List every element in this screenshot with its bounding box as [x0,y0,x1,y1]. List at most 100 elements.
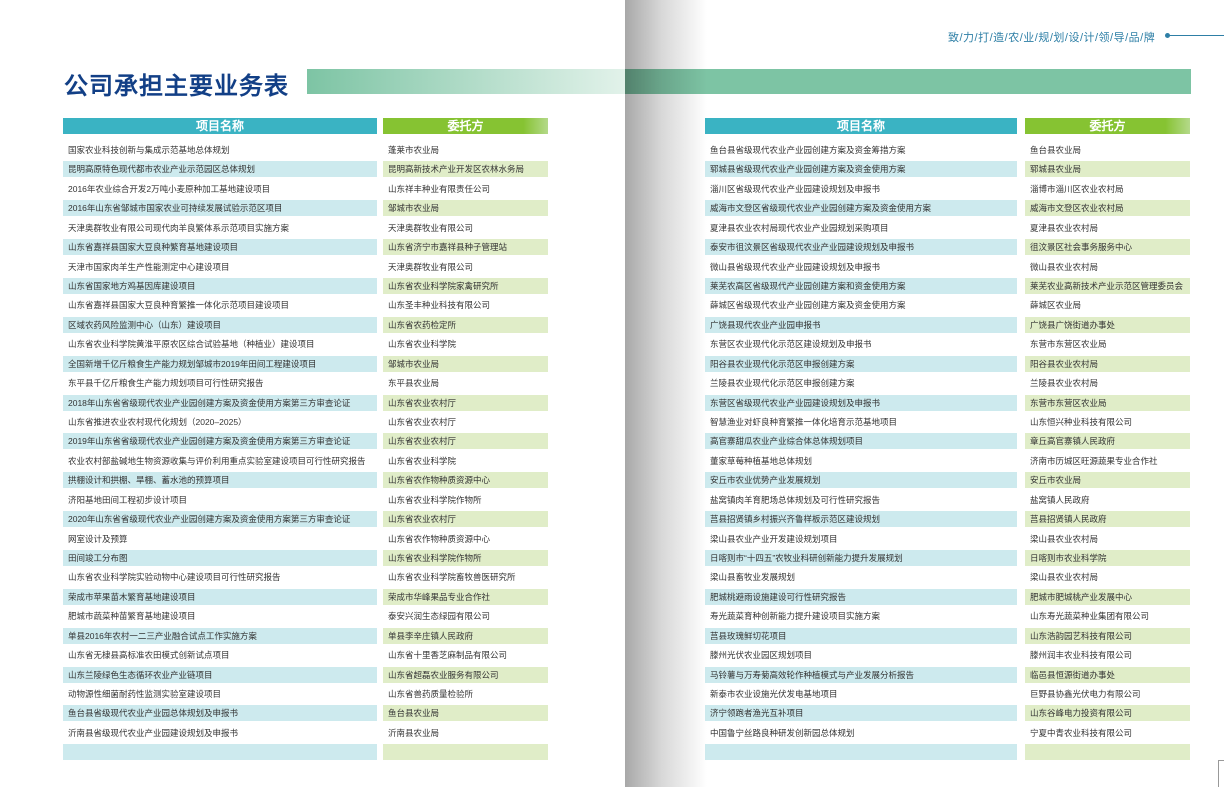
project-name-cell: 全国新增千亿斤粮食生产能力规划邹城市2019年田间工程建设项目 [63,355,377,372]
client-cell: 山东省农业科学院畜牧兽医研究所 [388,572,516,583]
client-cell: 梁山县农业农村局 [1030,572,1099,583]
project-name-cell: 东营区农业现代化示范区建设规划及申报书 [710,339,872,350]
client-cell [1025,744,1190,761]
project-name-cell [63,744,377,761]
page-fold-shadow [625,0,707,787]
project-name-cell: 兰陵县农业现代化示范区申报创建方案 [710,378,855,389]
client-cell: 章丘高官寨镇人民政府 [1025,433,1190,450]
slogan: 致/力/打/造/农/业/规/划/设/计/领/导/品/牌 [948,32,1156,44]
project-name-cell: 山东省农业科学院黄淮平原农区综合试验基地（种植业）建设项目 [68,339,315,350]
client-cell: 巨野县协鑫光伏电力有限公司 [1030,689,1141,700]
client-cell: 山东省农药检定所 [383,316,548,333]
page-edge [1218,760,1224,787]
client-cell: 山东省农作物种质资源中心 [383,472,548,489]
client-cell: 阳谷县农业农村局 [1025,355,1190,372]
project-name-cell: 荣成市苹果苗木繁育基地建设项目 [63,588,377,605]
client-cell: 济南市历城区旺源蔬果专业合作社 [1030,455,1158,466]
client-cell: 淄博市淄川区农业农村局 [1030,183,1124,194]
header-client: 委托方 [383,118,548,134]
project-name-cell: 微山县省级现代农业产业园建设规划及申报书 [710,261,881,272]
project-name-cell: 济宁领跑者渔光互补项目 [705,705,1017,722]
project-name-cell: 东平县千亿斤粮食生产能力规划项目可行性研究报告 [68,378,264,389]
project-name-cell: 拱棚设计和拱棚、旱棚、蓄水池的预算项目 [63,472,377,489]
project-name-cell: 淄川区省级现代农业产业园建设规划及申报书 [710,183,881,194]
project-name-cell: 鱼台县省级现代农业产业园总体规划及申报书 [63,705,377,722]
client-cell: 山东恒兴种业科技有限公司 [1030,417,1133,428]
client-cell: 山东省济宁市嘉祥县种子管理站 [383,239,548,256]
project-name-cell: 东营区省级现代农业产业园建设规划及申报书 [705,394,1017,411]
client-cell: 昆明高新技术产业开发区农林水务局 [383,161,548,178]
client-cell: 山东浩韵园艺科技有限公司 [1025,627,1190,644]
project-name-cell: 梁山县农业产业开发建设规划项目 [710,533,838,544]
project-name-cell: 莱芜农高区省级现代产业园创建方案和资金使用方案 [705,278,1017,294]
client-cell: 微山县农业农村局 [1030,261,1099,272]
client-cell: 山东省农业农村厅 [388,417,457,428]
project-name-cell: 2018年山东省省级现代农业产业园创建方案及资金使用方案第三方审查论证 [63,394,377,411]
client-cell: 莱芜农业高新技术产业示范区管理委员会 [1025,278,1190,294]
client-cell: 薛城区农业局 [1030,300,1082,311]
project-name-cell: 山东省嘉祥县国家大豆良种育繁推一体化示范项目建设项目 [68,300,290,311]
client-cell: 山东省农业科学院作物所 [383,550,548,567]
project-name-cell: 天津奥群牧业有限公司现代肉羊良繁体系示范项目实施方案 [68,222,290,233]
project-name-cell: 田间竣工分布图 [63,550,377,567]
client-cell: 荣成市华峰果品专业合作社 [383,588,548,605]
client-cell: 单县李辛庄镇人民政府 [383,627,548,644]
project-name-cell: 2016年山东省邹城市国家农业可持续发展试验示范区项目 [63,200,377,217]
title-banner-left [307,69,625,94]
project-name-cell: 区域农药风险监测中心（山东）建设项目 [63,316,377,333]
client-cell: 山东省农业科学院家禽研究所 [383,278,548,294]
project-name-cell: 山东省国家地方鸡基因库建设项目 [63,278,377,294]
project-name-cell: 阳谷县农业现代化示范区申报创建方案 [705,355,1017,372]
client-cell: 广饶县广饶街道办事处 [1025,316,1190,333]
project-name-cell: 山东省无棣县高标准农田模式创新试点项目 [68,650,230,661]
project-name-cell: 莒县招贤镇乡村振兴齐鲁样板示范区建设规划 [705,511,1017,528]
project-name-cell: 山东省推进农业农村现代化规划（2020–2025） [68,417,247,428]
client-cell: 山东祥丰种业有限责任公司 [388,183,491,194]
project-name-cell: 2016年农业综合开发2万吨小麦原种加工基地建设项目 [68,183,271,194]
client-cell: 山东省农作物种质资源中心 [388,533,491,544]
client-cell: 山东省十里香芝麻制品有限公司 [388,650,508,661]
project-name-cell: 日喀则市“十四五”农牧业科研创新能力提升发展规划 [705,550,1017,567]
project-name-cell: 沂南县省级现代农业产业园建设规划及申报书 [68,727,239,738]
client-cell: 山东谷峰电力投资有限公司 [1025,705,1190,722]
project-name-cell: 山东省嘉祥县国家大豆良种繁育基地建设项目 [63,239,377,256]
project-name-cell: 肥城市蔬菜种苗繁育基地建设项目 [68,611,196,622]
project-name-cell: 夏津县农业农村局现代农业产业园规划采购项目 [710,222,889,233]
client-cell: 梁山县农业农村局 [1030,533,1099,544]
client-cell: 威海市文登区农业农村局 [1025,200,1190,217]
client-cell: 东营市东营区农业局 [1030,339,1107,350]
client-cell: 郓城县农业局 [1025,161,1190,178]
client-cell: 山东圣丰种业科技有限公司 [388,300,491,311]
project-name-cell: 济阳基地田间工程初步设计项目 [68,494,188,505]
project-name-cell: 网室设计及预算 [68,533,128,544]
client-cell: 蓬莱市农业局 [388,145,440,155]
project-name-cell: 智慧渔业对虾良种育繁推一体化培育示范基地项目 [710,417,898,428]
header-client: 委托方 [1025,118,1190,134]
client-cell: 沂南县农业局 [388,727,440,738]
client-cell: 山东省农业科学院作物所 [388,494,482,505]
client-cell: 山东省超磊农业服务有限公司 [383,666,548,683]
project-name-cell: 昆明高原特色现代都市农业产业示范园区总体规划 [63,161,377,178]
page-title: 公司承担主要业务表 [64,73,289,100]
client-cell: 邹城市农业局 [383,355,548,372]
client-cell: 山东省农业农村厅 [383,511,548,528]
client-cell: 盐窝镇人民政府 [1030,494,1090,505]
project-name-cell: 安丘市农业优势产业发展规划 [705,472,1017,489]
project-name-cell: 威海市文登区省级现代农业产业园创建方案及资金使用方案 [705,200,1017,217]
slogan-divider [1167,35,1224,36]
project-name-cell: 山东省农业科学院实验动物中心建设项目可行性研究报告 [68,572,281,583]
project-name-cell: 郓城县省级现代农业产业园创建方案及资金使用方案 [705,161,1017,178]
project-name-cell: 单县2016年农村一二三产业融合试点工作实施方案 [63,627,377,644]
project-name-cell: 2019年山东省省级现代农业产业园创建方案及资金使用方案第三方审查论证 [63,433,377,450]
project-name-cell: 薛城区省级现代农业产业园创建方案及资金使用方案 [710,300,906,311]
client-cell: 邹城市农业局 [383,200,548,217]
project-name-cell: 董家草莓种植基地总体规划 [710,455,813,466]
client-cell: 兰陵县农业农村局 [1030,378,1099,389]
client-cell: 临邑县恒源街道办事处 [1025,666,1190,683]
project-name-cell: 国家农业科技创新与集成示范基地总体规划 [68,145,230,155]
client-cell: 肥城市肥城桃产业发展中心 [1025,588,1190,605]
client-cell: 天津奥群牧业有限公司 [388,222,474,233]
client-cell: 鱼台县农业局 [1030,145,1082,155]
project-name-cell: 泰安市徂汶景区省级现代农业产业园建设规划及申报书 [705,239,1017,256]
project-name-cell: 天津市国家肉羊生产性能测定中心建设项目 [68,261,230,272]
